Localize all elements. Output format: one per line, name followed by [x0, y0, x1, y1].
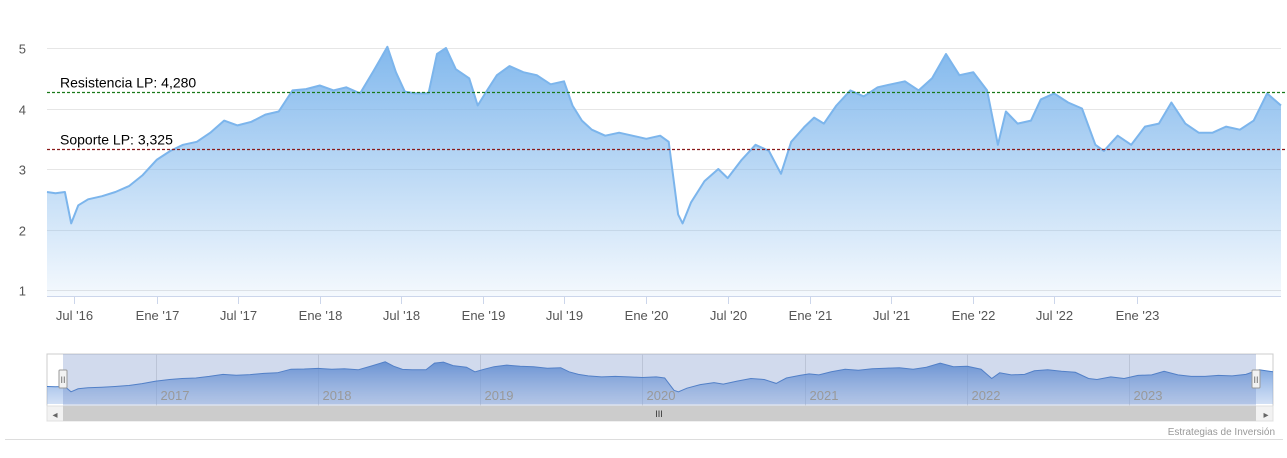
- x-tick-label: Ene '22: [952, 308, 996, 323]
- scrollbar-grip: III: [655, 409, 663, 419]
- reference-line-label: Soporte LP: 3,325: [60, 132, 173, 148]
- navigator-series: [46, 361, 1274, 404]
- x-tick-label: Jul '20: [710, 308, 747, 323]
- y-tick-label: 5: [19, 42, 26, 57]
- navigator-tick-label: 2023: [1134, 388, 1163, 403]
- scroll-right-button[interactable]: ▸: [1263, 410, 1268, 421]
- x-tick-label: Jul '18: [383, 308, 420, 323]
- left-handle-grip: II: [60, 375, 65, 385]
- navigator-tick-label: 2022: [972, 388, 1001, 403]
- navigator-area: [47, 361, 1273, 404]
- navigator-selection-mask[interactable]: [63, 354, 1256, 406]
- scrollbar[interactable]: III ◂ ▸: [46, 405, 1274, 422]
- x-tick-label: Ene '21: [789, 308, 833, 323]
- x-tick-label: Jul '16: [56, 308, 93, 323]
- series-area: [47, 46, 1281, 296]
- x-tick-label: Jul '17: [220, 308, 257, 323]
- y-tick-label: 4: [19, 103, 26, 118]
- navigator-left-handle[interactable]: II: [58, 369, 68, 389]
- credits-text[interactable]: Estrategias de Inversión: [1168, 427, 1275, 438]
- scrollbar-thumb[interactable]: [63, 406, 1256, 421]
- x-tick-label: Jul '21: [873, 308, 910, 323]
- x-tick-label: Ene '19: [462, 308, 506, 323]
- reference-lines: Resistencia LP: 4,280 Soporte LP: 3,325: [47, 75, 1285, 151]
- x-tick-label: Ene '18: [299, 308, 343, 323]
- right-handle-grip: II: [1253, 375, 1258, 385]
- navigator-axis: 2017 2018 2019 2020 2021 2022 2023: [161, 388, 1163, 403]
- price-series: [46, 45, 1282, 296]
- navigator-tick-label: 2020: [647, 388, 676, 403]
- x-tick-label: Ene '17: [136, 308, 180, 323]
- y-axis: 1 2 3 4 5: [19, 42, 26, 299]
- series-line[interactable]: [46, 45, 1282, 225]
- y-tick-label: 2: [19, 224, 26, 239]
- reference-line-label: Resistencia LP: 4,280: [60, 75, 196, 91]
- x-tick-label: Ene '20: [625, 308, 669, 323]
- navigator-right-handle[interactable]: II: [1251, 369, 1261, 389]
- x-tick-label: Jul '22: [1036, 308, 1073, 323]
- x-axis: Jul '16 Ene '17 Jul '17 Ene '18 Jul '18 Ene '…: [47, 296, 1281, 323]
- navigator[interactable]: 2017 2018 2019 2020 2021 2022 2023 II II: [46, 353, 1274, 407]
- scroll-left-button[interactable]: ◂: [52, 410, 57, 421]
- x-tick-label: Ene '23: [1116, 308, 1160, 323]
- y-tick-label: 3: [19, 163, 26, 178]
- y-tick-label: 1: [19, 284, 26, 299]
- navigator-tick-label: 2021: [810, 388, 839, 403]
- navigator-tick-label: 2019: [485, 388, 514, 403]
- navigator-line: [46, 361, 1274, 393]
- navigator-tick-label: 2017: [161, 388, 190, 403]
- x-tick-label: Jul '19: [546, 308, 583, 323]
- navigator-tick-label: 2018: [323, 388, 352, 403]
